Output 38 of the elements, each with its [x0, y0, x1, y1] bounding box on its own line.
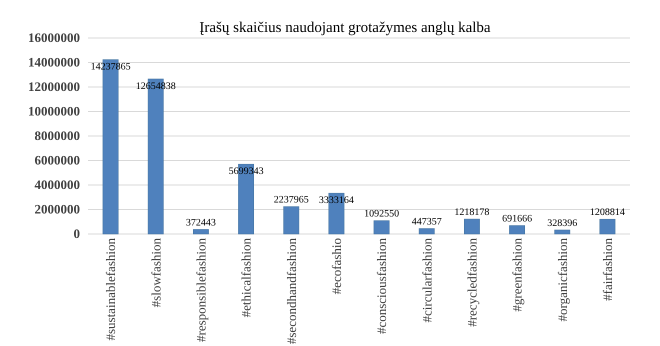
bar — [418, 228, 435, 234]
x-tick-label: #ecofashio — [328, 238, 344, 294]
y-tick-label: 2000000 — [34, 202, 80, 217]
data-label: 372443 — [186, 217, 216, 228]
x-tick-label: #fairfashion — [600, 238, 615, 301]
y-tick-label: 6000000 — [34, 152, 80, 168]
data-label: 691666 — [502, 214, 532, 225]
bar — [509, 225, 526, 234]
bar — [554, 230, 570, 234]
data-label: 1092550 — [364, 208, 400, 220]
y-tick-label: 14000000 — [28, 54, 80, 70]
chart-title: Įrašų skaičius naudojant grotažymes anglų kalba — [199, 20, 491, 36]
x-tick-label: #circularfashion — [419, 238, 434, 322]
x-tick-label: #ethicalfashion — [238, 238, 254, 318]
bar — [374, 220, 390, 234]
data-label: 2237965 — [274, 194, 309, 206]
y-tick-label: 16000000 — [28, 30, 80, 46]
data-label: 328396 — [547, 218, 578, 229]
y-tick-label: 12000000 — [28, 79, 80, 94]
x-tick-label: #organicfashion — [554, 238, 570, 322]
y-tick-label: 0 — [74, 226, 80, 242]
y-tick-label: 4000000 — [34, 177, 80, 192]
bar — [464, 218, 480, 234]
data-label: 447357 — [412, 216, 442, 228]
x-tick-label: #consciousfashion — [374, 238, 390, 334]
x-tick-label: #sustainablefashion — [103, 238, 118, 341]
x-tick-label: #responsiblefashion — [193, 238, 208, 342]
bar — [192, 229, 209, 234]
y-tick-label: 8000000 — [34, 128, 80, 144]
bar — [283, 206, 300, 234]
bar — [599, 218, 616, 234]
x-tick-label: #greenfashion — [510, 238, 525, 312]
data-label: 1208814 — [590, 207, 625, 218]
data-label: 1218178 — [454, 207, 490, 218]
y-tick-label: 10000000 — [28, 104, 80, 119]
x-tick-label: #secondhandfashion — [284, 238, 299, 344]
x-tick-label: #slowfashion — [148, 238, 164, 308]
x-tick-label: #recycledfashion — [464, 238, 480, 327]
